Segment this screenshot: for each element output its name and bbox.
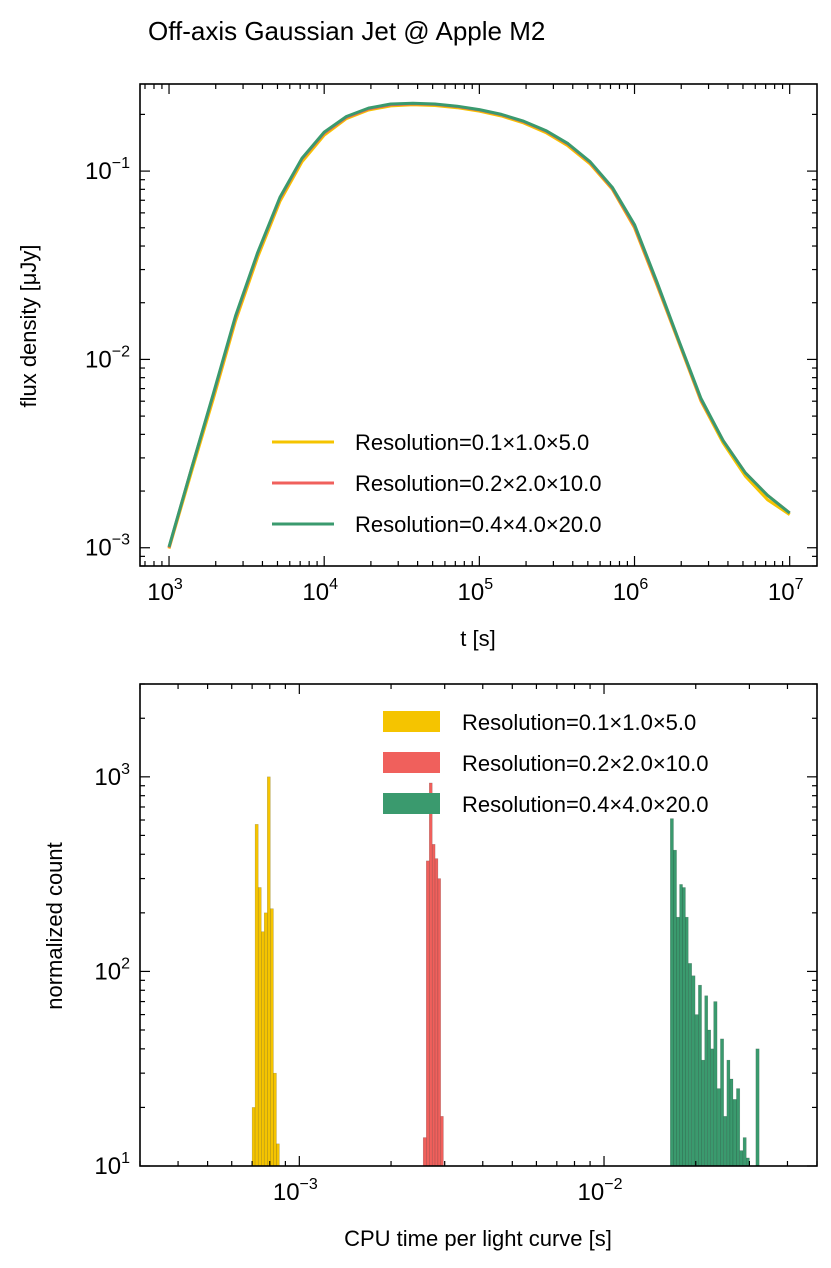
histogram-bar-res3: [729, 1078, 734, 1167]
top-x-tick-label: 105: [458, 576, 494, 606]
legend-label-res2: Resolution=0.2×2.0×10.0: [355, 471, 601, 496]
top-axes-frame: [139, 83, 818, 567]
histogram-bar-res1: [276, 1143, 280, 1167]
top-y-tick-label: 10−1: [85, 155, 130, 185]
light-curve-chart: 103 104 105 106 107 10−3 10−2 10−1 Resolution=0.…: [85, 83, 818, 606]
histogram-bar-res3: [713, 1001, 718, 1167]
histogram-bar-res3: [701, 1059, 705, 1167]
histogram-bar-res2: [422, 1137, 427, 1167]
top-x-tick-label: 106: [613, 576, 649, 606]
legend-label-res2: Resolution=0.2×2.0×10.0: [462, 751, 708, 776]
histogram-bar-res3: [720, 1038, 724, 1167]
histogram-bar-res3: [742, 1137, 747, 1167]
histogram-bar-res1: [270, 908, 274, 1167]
histogram-bar-res1: [261, 931, 265, 1167]
histogram-bar-res1: [267, 776, 271, 1167]
histogram-bar-res3: [736, 1088, 741, 1167]
figure-title: Off-axis Gaussian Jet @ Apple M2: [148, 16, 545, 46]
histogram-bar-res2: [429, 782, 433, 1167]
histogram-bar-res3: [679, 884, 683, 1167]
histogram-bar-res3: [670, 818, 674, 1167]
legend-patch-res3: [383, 793, 440, 814]
histogram-bar-res1: [254, 824, 259, 1167]
histogram-bar-res3: [704, 995, 709, 1167]
bottom-y-tick-label: 101: [94, 1150, 130, 1180]
histogram-bar-res3: [716, 1088, 721, 1167]
bottom-axes-frame: [139, 683, 818, 1167]
histogram-bar-res3: [685, 916, 689, 1167]
histogram-bar-res2: [440, 1116, 444, 1167]
histogram-bar-res3: [682, 887, 686, 1167]
histogram-bar-res3: [732, 1099, 737, 1167]
legend-patch-res1: [383, 711, 440, 732]
bottom-y-tick-label: 102: [94, 955, 130, 985]
histogram-bar-res3: [698, 984, 702, 1167]
top-x-tick-label: 103: [147, 576, 183, 606]
light-curve-ylabel: flux density [μJy]: [16, 244, 41, 407]
bottom-y-tick-label: 103: [94, 761, 130, 791]
top-x-tick-label: 107: [768, 576, 804, 606]
histogram-bar-res3: [723, 1116, 728, 1167]
light-curve-xlabel: t [s]: [460, 626, 495, 651]
bottom-x-tick-label: 10−3: [273, 1176, 318, 1206]
top-y-tick-label: 10−2: [85, 343, 130, 373]
legend-label-res3: Resolution=0.4×4.0×20.0: [462, 792, 708, 817]
series-line-res3: [167, 101, 791, 548]
histogram-bar-res3: [688, 963, 692, 1167]
bottom-x-tick-label: 10−2: [578, 1176, 623, 1206]
histogram-bar-res2: [434, 858, 439, 1167]
histogram-bar-res1: [257, 887, 262, 1167]
histogram-bar-res3: [673, 849, 677, 1167]
histogram-bar-res1: [273, 1072, 277, 1167]
histogram-ylabel: normalized count: [42, 842, 67, 1010]
histogram-bar-res3: [710, 1048, 714, 1167]
legend-label-res1: Resolution=0.1×1.0×5.0: [355, 430, 589, 455]
histogram-bar-res3: [739, 1150, 744, 1167]
histogram-bar-res3: [676, 916, 680, 1167]
legend-label-res1: Resolution=0.1×1.0×5.0: [462, 710, 696, 735]
legend-patch-res2: [383, 752, 440, 773]
histogram-bar-res3: [726, 1059, 731, 1167]
cpu-time-histogram: 10−3 10−2 101 102 103 Resolution=0.1×1.0×5.0 R…: [94, 683, 818, 1206]
histogram-bar-res3: [694, 1014, 699, 1167]
histogram-bar-res1: [251, 1107, 256, 1167]
histogram-bar-res1: [263, 912, 268, 1167]
histogram-bar-res2: [431, 844, 436, 1167]
histogram-bars: [251, 776, 760, 1167]
histogram-bar-res2: [426, 860, 430, 1167]
histogram-bar-res3: [691, 975, 696, 1167]
histogram-xlabel: CPU time per light curve [s]: [344, 1226, 612, 1251]
histogram-bar-res3: [707, 1029, 711, 1167]
histogram-bar-res2: [437, 878, 441, 1167]
histogram-bar-res3: [755, 1048, 760, 1167]
legend-label-res3: Resolution=0.4×4.0×20.0: [355, 512, 601, 537]
top-y-tick-label: 10−3: [85, 532, 130, 562]
top-x-tick-label: 104: [302, 576, 338, 606]
